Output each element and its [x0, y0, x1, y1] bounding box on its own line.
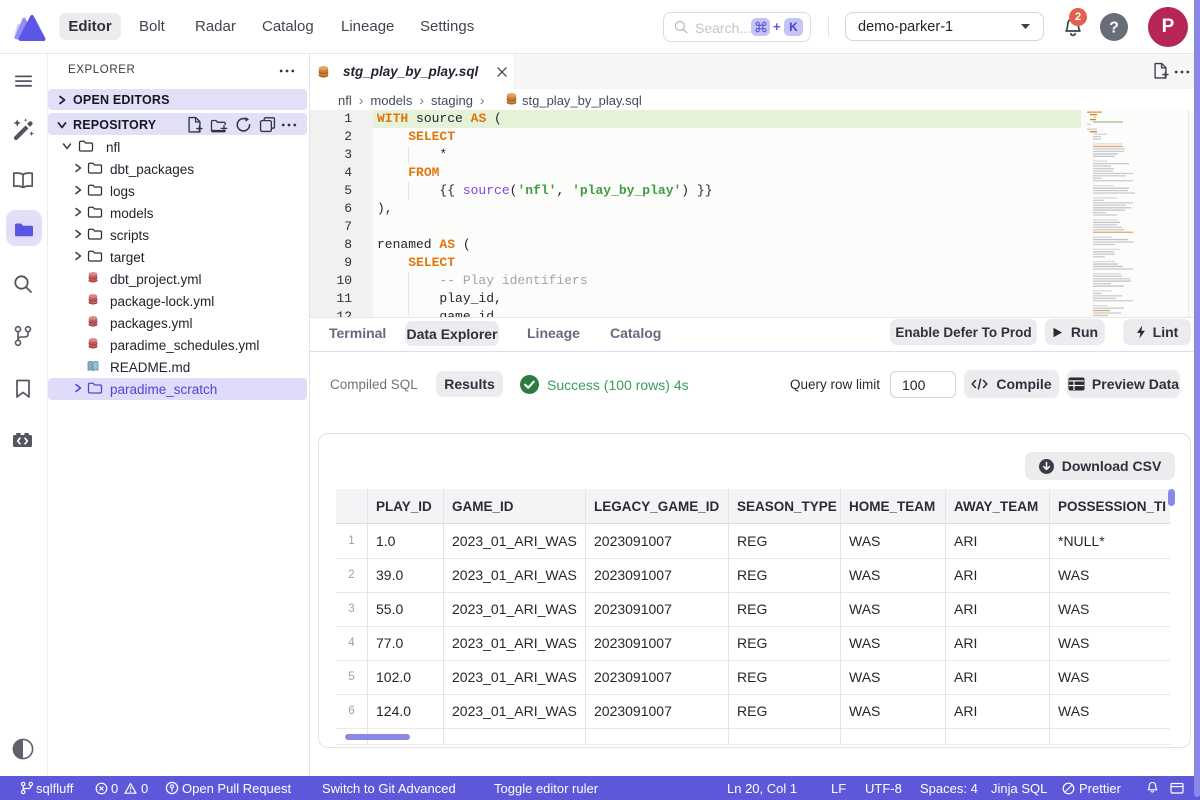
svg-text:?: ?: [1109, 20, 1119, 37]
